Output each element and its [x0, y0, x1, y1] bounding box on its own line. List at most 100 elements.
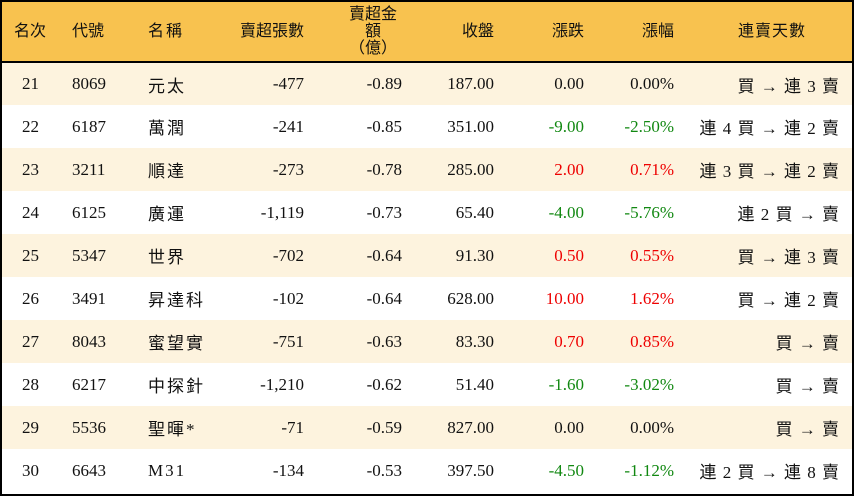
cell-change: -4.00 [548, 202, 584, 222]
cell-net-sell-amount: -0.73 [366, 202, 402, 222]
header-change[interactable]: 漲跌 [551, 23, 584, 40]
table-body: 21 8069 元太 -477 -0.89 187.00 0.00 0.00% … [2, 62, 852, 492]
header-rank[interactable]: 名次 [14, 23, 47, 40]
header-net-sell-amount-line1: 賣超金額 [348, 6, 397, 40]
header-change-pct[interactable]: 漲幅 [641, 23, 674, 40]
cell-rank: 24 [22, 202, 39, 222]
cell-net-sell-lots: -751 [272, 331, 304, 351]
cell-change-pct: 0.71% [630, 159, 674, 179]
cell-net-sell-lots: -134 [272, 460, 304, 480]
cell-net-sell-lots: -241 [272, 116, 304, 136]
cell-streak: 連 2 買 → 連 8 賣 [699, 463, 840, 482]
cell-net-sell-lots: -702 [272, 245, 304, 265]
header-net-sell-amount[interactable]: 賣超金額 （億） [304, 2, 402, 62]
table-row[interactable]: 24 6125 廣運 -1,119 -0.73 65.40 -4.00 -5.7… [2, 191, 852, 234]
cell-rank: 28 [22, 374, 39, 394]
cell-rank: 21 [22, 74, 39, 93]
header-name[interactable]: 名稱 [148, 23, 185, 40]
cell-change-pct: 1.62% [630, 288, 674, 308]
cell-change: -9.00 [548, 116, 584, 136]
cell-close: 187.00 [447, 74, 494, 93]
table-row[interactable]: 27 8043 蜜望實 -751 -0.63 83.30 0.70 0.85% … [2, 320, 852, 363]
cell-net-sell-amount: -0.62 [366, 374, 402, 394]
cell-change-pct: -1.12% [624, 460, 674, 480]
cell-close: 351.00 [447, 116, 494, 136]
cell-net-sell-amount: -0.64 [366, 245, 402, 265]
cell-name: 廣運 [148, 205, 186, 224]
cell-change-pct: 0.55% [630, 245, 674, 265]
cell-change: 0.50 [554, 245, 584, 265]
cell-streak: 買 → 連 3 賣 [737, 76, 840, 96]
cell-net-sell-lots: -71 [281, 417, 304, 437]
cell-name: 順達 [148, 162, 186, 181]
cell-code: 8069 [72, 74, 106, 93]
cell-change: 0.00 [554, 74, 584, 93]
cell-change: 0.70 [554, 331, 584, 351]
table-row[interactable]: 29 5536 聖暉* -71 -0.59 827.00 0.00 0.00% … [2, 406, 852, 449]
cell-code: 5347 [72, 245, 106, 265]
cell-close: 285.00 [447, 159, 494, 179]
cell-net-sell-amount: -0.63 [366, 331, 402, 351]
cell-net-sell-amount: -0.59 [366, 417, 402, 437]
header-net-sell-lots[interactable]: 賣超張數 [239, 23, 304, 40]
cell-name: 萬潤 [148, 119, 186, 138]
cell-net-sell-amount: -0.78 [366, 159, 402, 179]
cell-net-sell-amount: -0.85 [366, 116, 402, 136]
header-close[interactable]: 收盤 [461, 23, 494, 40]
cell-close: 91.30 [455, 245, 494, 265]
header-code[interactable]: 代號 [72, 23, 105, 40]
table-row[interactable]: 23 3211 順達 -273 -0.78 285.00 2.00 0.71% … [2, 148, 852, 191]
cell-change-pct: -5.76% [624, 202, 674, 222]
cell-change-pct: 0.85% [630, 331, 674, 351]
cell-change-pct: 0.00% [630, 74, 674, 93]
cell-change: 2.00 [554, 159, 584, 179]
cell-name: 蜜望實 [148, 334, 205, 353]
cell-streak: 連 3 買 → 連 2 賣 [699, 162, 840, 181]
cell-streak: 買 → 賣 [775, 334, 840, 353]
cell-change: 0.00 [554, 417, 584, 437]
cell-net-sell-lots: -1,210 [260, 374, 304, 394]
cell-name: 中探針 [148, 377, 205, 396]
cell-name: 昇達科 [148, 291, 205, 310]
cell-streak: 買 → 賣 [775, 420, 840, 439]
cell-code: 3211 [72, 159, 106, 179]
cell-net-sell-lots: -102 [272, 288, 304, 308]
cell-streak: 買 → 賣 [775, 377, 840, 396]
cell-code: 5536 [72, 417, 106, 437]
cell-name: 世界 [148, 248, 186, 267]
cell-streak: 買 → 連 3 賣 [737, 248, 840, 267]
cell-close: 827.00 [447, 417, 494, 437]
cell-change: -1.60 [548, 374, 584, 394]
cell-rank: 25 [22, 245, 39, 265]
cell-net-sell-amount: -0.89 [366, 74, 402, 93]
cell-close: 397.50 [447, 460, 494, 480]
table-row[interactable]: 25 5347 世界 -702 -0.64 91.30 0.50 0.55% 買… [2, 234, 852, 277]
cell-change: 10.00 [545, 288, 584, 308]
cell-net-sell-lots: -1,119 [260, 202, 304, 222]
cell-rank: 22 [22, 116, 39, 136]
cell-change: -4.50 [548, 460, 584, 480]
cell-name: M31 [148, 460, 187, 480]
table-row[interactable]: 28 6217 中探針 -1,210 -0.62 51.40 -1.60 -3.… [2, 363, 852, 406]
cell-change-pct: -3.02% [624, 374, 674, 394]
cell-rank: 27 [22, 331, 39, 351]
cell-close: 65.40 [455, 202, 494, 222]
cell-change-pct: -2.50% [624, 116, 674, 136]
header-streak[interactable]: 連賣天數 [737, 23, 806, 40]
cell-change-pct: 0.00% [630, 417, 674, 437]
table-row[interactable]: 30 6643 M31 -134 -0.53 397.50 -4.50 -1.1… [2, 449, 852, 492]
table-row[interactable]: 21 8069 元太 -477 -0.89 187.00 0.00 0.00% … [2, 62, 852, 105]
cell-net-sell-lots: -477 [272, 74, 304, 93]
cell-net-sell-amount: -0.53 [366, 460, 402, 480]
header-net-sell-amount-line2: （億） [348, 40, 397, 57]
table-header-row: 名次 代號 名稱 賣超張數 賣超金額 （億） 收盤 漲跌 漲幅 連賣天數 [2, 2, 852, 62]
cell-close: 628.00 [447, 288, 494, 308]
cell-rank: 26 [22, 288, 39, 308]
cell-rank: 29 [22, 417, 39, 437]
table-row[interactable]: 22 6187 萬潤 -241 -0.85 351.00 -9.00 -2.50… [2, 105, 852, 148]
cell-streak: 買 → 連 2 賣 [737, 291, 840, 310]
cell-name: 元太 [148, 76, 186, 96]
table-row[interactable]: 26 3491 昇達科 -102 -0.64 628.00 10.00 1.62… [2, 277, 852, 320]
